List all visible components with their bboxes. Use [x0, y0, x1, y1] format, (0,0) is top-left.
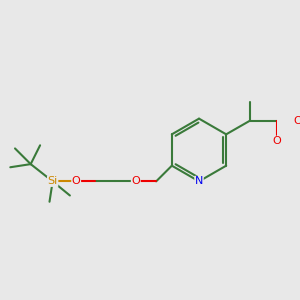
- Text: Si: Si: [47, 176, 58, 186]
- Text: N: N: [195, 176, 203, 186]
- Text: O: O: [131, 176, 140, 186]
- Text: O: O: [293, 116, 300, 126]
- Text: O: O: [72, 176, 80, 186]
- Text: O: O: [273, 136, 281, 146]
